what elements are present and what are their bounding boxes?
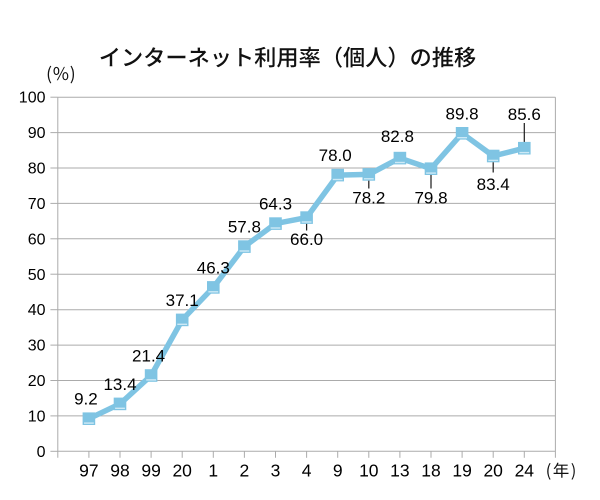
svg-text:9.2: 9.2 [74, 390, 98, 409]
svg-text:98: 98 [110, 461, 129, 481]
svg-text:90: 90 [28, 125, 46, 142]
svg-text:66.0: 66.0 [290, 230, 323, 249]
svg-text:57.8: 57.8 [228, 218, 261, 237]
svg-text:78.2: 78.2 [352, 189, 385, 208]
svg-text:24: 24 [515, 461, 535, 481]
svg-text:20: 20 [172, 461, 192, 481]
svg-text:30: 30 [28, 338, 46, 355]
svg-text:78.0: 78.0 [319, 146, 352, 165]
svg-text:89.8: 89.8 [446, 104, 479, 123]
svg-text:46.3: 46.3 [197, 258, 230, 277]
svg-text:10: 10 [359, 461, 379, 481]
svg-text:20: 20 [28, 373, 46, 390]
svg-text:80: 80 [28, 161, 46, 178]
svg-text:97: 97 [79, 461, 98, 481]
svg-text:99: 99 [141, 461, 160, 481]
svg-text:19: 19 [452, 461, 471, 481]
svg-text:50: 50 [28, 267, 46, 284]
svg-text:1: 1 [208, 461, 218, 481]
svg-text:20: 20 [483, 461, 503, 481]
svg-text:4: 4 [302, 461, 312, 481]
svg-text:3: 3 [271, 461, 281, 481]
svg-text:40: 40 [28, 302, 46, 319]
svg-text:13.4: 13.4 [103, 375, 136, 394]
svg-text:85.6: 85.6 [508, 105, 541, 124]
svg-text:21.4: 21.4 [132, 347, 165, 366]
svg-text:37.1: 37.1 [166, 291, 199, 310]
svg-text:64.3: 64.3 [259, 195, 292, 214]
svg-text:82.8: 82.8 [381, 127, 414, 146]
svg-text:2: 2 [240, 461, 250, 481]
svg-text:60: 60 [28, 231, 46, 248]
svg-text:13: 13 [390, 461, 409, 481]
svg-text:9: 9 [333, 461, 343, 481]
svg-text:0: 0 [37, 444, 46, 461]
svg-text:100: 100 [19, 90, 46, 107]
svg-text:79.8: 79.8 [414, 189, 447, 208]
svg-text:18: 18 [421, 461, 440, 481]
svg-text:83.4: 83.4 [477, 175, 510, 194]
svg-text:10: 10 [28, 408, 46, 425]
svg-text:70: 70 [28, 196, 46, 213]
